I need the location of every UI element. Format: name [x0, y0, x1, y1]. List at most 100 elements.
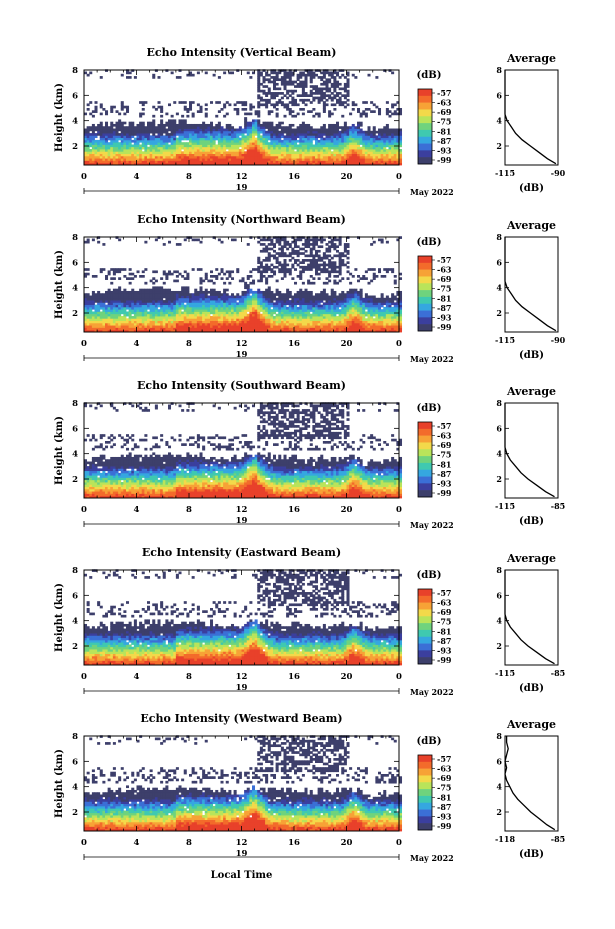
heatmap-cell [254, 121, 258, 125]
heatmap-cell [280, 151, 284, 154]
heatmap-cell [294, 128, 298, 132]
heatmap-cell [123, 318, 127, 321]
heatmap-cell [307, 302, 311, 306]
heatmap-cell [215, 313, 219, 317]
heatmap-cell [236, 133, 240, 136]
heatmap-cell [393, 103, 397, 107]
heatmap-cell [309, 146, 313, 150]
heatmap-cell [147, 139, 151, 143]
heatmap-cell [330, 160, 334, 164]
heatmap-cell [215, 311, 219, 315]
heatmap-cell [275, 130, 279, 134]
heatmap-cell [183, 238, 187, 242]
heatmap-cell [273, 92, 277, 95]
heatmap-cell [291, 142, 295, 145]
heatmap-cell [212, 295, 216, 299]
heatmap-cell [123, 311, 127, 315]
heatmap-cell [183, 311, 187, 315]
heatmap-cell [291, 327, 295, 331]
heatmap-cell [123, 139, 127, 143]
heatmap-cell [102, 146, 106, 150]
heatmap-cell [120, 309, 124, 312]
heatmap-cell [115, 137, 119, 141]
heatmap-cell [220, 139, 224, 143]
heatmap-cell [186, 277, 190, 280]
heatmap-cell [173, 135, 177, 139]
heatmap-cell [330, 162, 334, 166]
heatmap-cell [267, 318, 271, 321]
heatmap-cell [296, 135, 300, 139]
heatmap-cell [244, 137, 248, 141]
heatmap-cell [217, 158, 221, 161]
heatmap-cell [265, 245, 269, 249]
heatmap-cell [165, 288, 169, 292]
heatmap-cell [254, 295, 258, 299]
heatmap-cell [301, 290, 305, 294]
heatmap-cell [133, 149, 137, 152]
heatmap-cell [217, 325, 221, 328]
heatmap-cell [312, 256, 316, 260]
heatmap-cell [112, 105, 116, 109]
heatmap-cell [194, 146, 198, 150]
heatmap-cell [233, 103, 237, 107]
heatmap-cell [236, 316, 240, 319]
heatmap-cell [296, 293, 300, 296]
heatmap-cell [252, 320, 256, 324]
heatmap-cell [165, 293, 169, 296]
heatmap-cell [288, 162, 292, 166]
heatmap-cell [165, 112, 169, 116]
heatmap-cell [265, 322, 269, 326]
heatmap-cell [152, 133, 156, 136]
heatmap-cell [257, 300, 261, 303]
heatmap-cell [304, 123, 308, 127]
heatmap-cell [126, 139, 130, 143]
heatmap-cell [97, 309, 101, 312]
heatmap-cell [168, 311, 172, 315]
heatmap-cell [254, 327, 258, 331]
heatmap-cell [141, 306, 145, 310]
heatmap-cell [223, 135, 227, 139]
heatmap-cell [359, 158, 363, 161]
heatmap-cell [343, 137, 347, 141]
heatmap-cell [139, 293, 143, 296]
heatmap-cell [173, 158, 177, 161]
heatmap-cell [283, 142, 287, 145]
heatmap-cell [131, 288, 135, 292]
heatmap-cell [157, 313, 161, 317]
heatmap-cell [91, 275, 95, 278]
heatmap-cell [94, 313, 98, 317]
heatmap-cell [325, 87, 329, 91]
heatmap-cell [259, 270, 263, 274]
heatmap-cell [102, 162, 106, 166]
heatmap-cell [228, 306, 232, 310]
heatmap-cell [312, 92, 316, 95]
heatmap-cell [223, 320, 227, 324]
heatmap-cell [154, 135, 158, 139]
heatmap-cell [112, 306, 116, 310]
heatmap-cell [126, 293, 130, 296]
heatmap-cell [157, 139, 161, 143]
heatmap-cell [131, 123, 135, 127]
heatmap-cell [139, 158, 143, 161]
heatmap-cell [89, 329, 93, 333]
heatmap-cell [262, 135, 266, 139]
heatmap-cell [189, 149, 193, 152]
heatmap-cell [307, 139, 311, 143]
heatmap-cell [357, 130, 361, 134]
heatmap-cell [307, 123, 311, 127]
heatmap-cell [191, 130, 195, 134]
panel-title: Echo Intensity (Vertical Beam) [146, 46, 336, 59]
heatmap-cell [99, 133, 103, 136]
heatmap-cell [257, 236, 261, 239]
heatmap-cell [157, 322, 161, 326]
heatmap-cell [186, 110, 190, 113]
heatmap-cell [301, 265, 305, 269]
heatmap-cell [126, 306, 130, 310]
heatmap-cell [322, 158, 326, 161]
heatmap-cell [273, 151, 277, 154]
heatmap-cell [286, 149, 290, 152]
heatmap-cell [265, 270, 269, 274]
heatmap-cell [273, 153, 277, 157]
heatmap-cell [265, 137, 269, 141]
heatmap-cell [136, 139, 140, 143]
